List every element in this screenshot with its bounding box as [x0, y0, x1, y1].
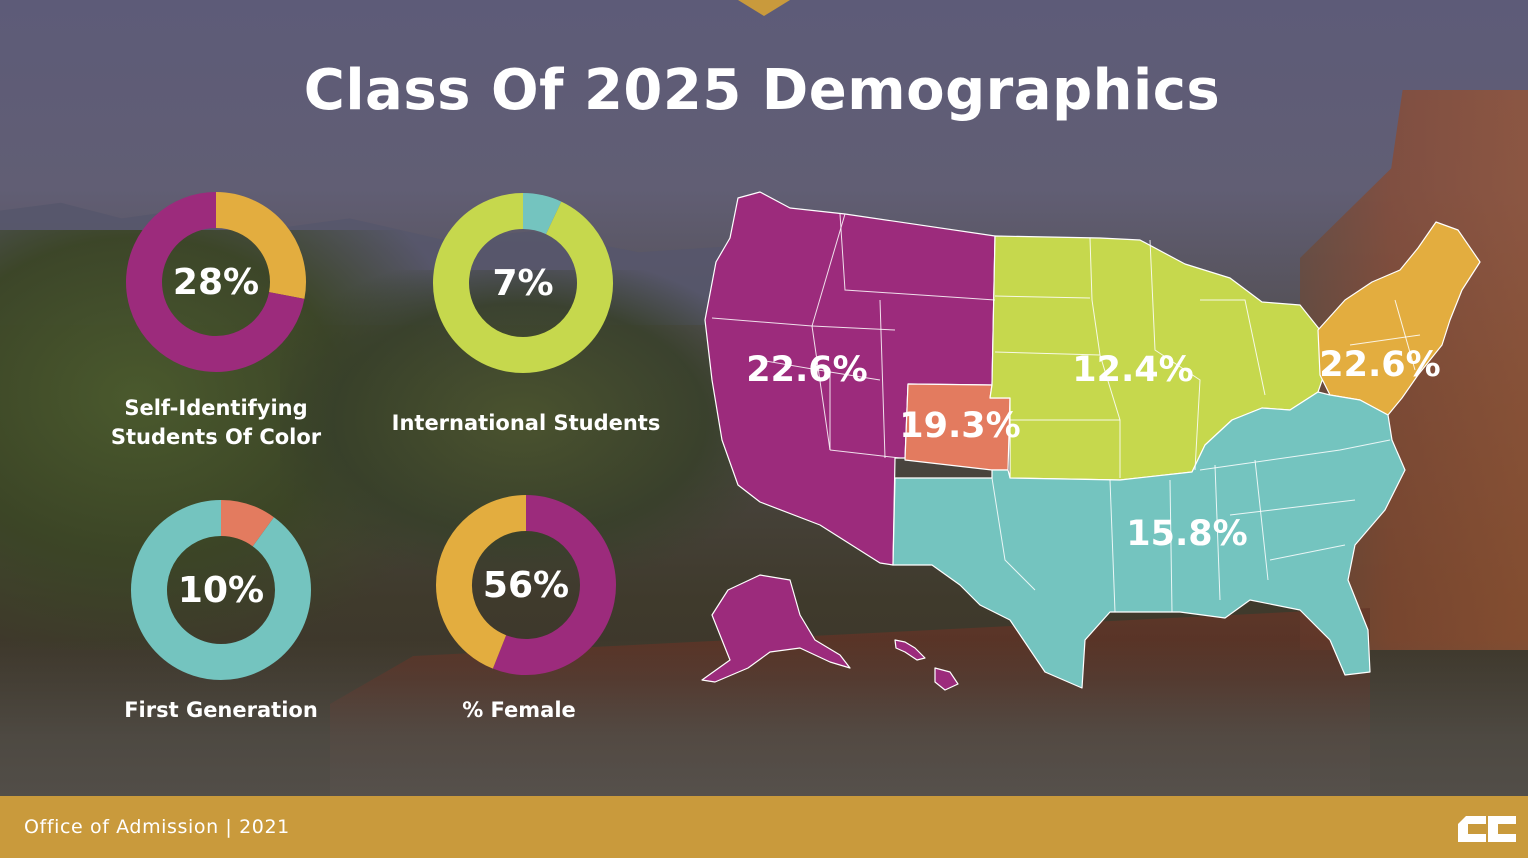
donut-students-of-color-svg — [126, 192, 306, 372]
map-region-northeast — [1317, 221, 1481, 416]
donut-international-students-svg — [433, 193, 613, 373]
donut-first-generation-percent: 10% — [177, 569, 265, 611]
donut-first-generation-label: First Generation — [124, 698, 318, 722]
footer-text: Office of Admission | 2021 — [24, 816, 290, 838]
donut-female-label: % Female — [462, 698, 576, 722]
donut-international-students-slice-1 — [433, 193, 613, 373]
donut-international-students-label: International Students — [391, 411, 661, 435]
donut-first-generation: 10% — [131, 500, 311, 680]
map-label-colorado: 19.3% — [899, 406, 1020, 446]
map-label-midwest: 12.4% — [1072, 350, 1193, 390]
page-title: Class Of 2025 Demographics — [303, 58, 1221, 123]
map-label-northeast: 22.6% — [1319, 345, 1440, 385]
donut-female-slice-0 — [492, 495, 616, 675]
donut-international-students: 7% — [433, 193, 613, 373]
map-region-hawaii-islands — [894, 639, 926, 661]
cc-logo-icon — [1458, 816, 1516, 842]
donut-first-generation-slice-0 — [220, 500, 274, 547]
donut-female-slice-1 — [436, 495, 527, 669]
map-label-west: 22.6% — [746, 350, 867, 390]
donut-international-students-slice-0 — [522, 193, 562, 235]
map-label-south: 15.8% — [1126, 514, 1247, 554]
map-region-alaska — [701, 574, 851, 683]
footer-bar: Office of Admission | 2021 — [0, 796, 1528, 858]
donut-students-of-color-percent: 28% — [172, 261, 260, 303]
donut-first-generation-svg — [131, 500, 311, 680]
donut-students-of-color: 28% — [126, 192, 306, 372]
map-region-west — [704, 191, 996, 566]
donut-international-students-percent: 7% — [492, 262, 554, 304]
map-state-borders — [711, 213, 1421, 613]
donut-female-percent: 56% — [482, 564, 570, 606]
donut-female-svg — [436, 495, 616, 675]
map-region-hawaii — [934, 667, 959, 691]
map-region-south — [892, 391, 1406, 689]
donut-first-generation-slice-1 — [131, 500, 311, 680]
donut-students-of-color-label: Self-Identifying Students Of Color — [110, 396, 322, 449]
donut-students-of-color-slice-0 — [215, 192, 306, 299]
donut-female: 56% — [436, 495, 616, 675]
donut-students-of-color-slice-1 — [126, 192, 305, 372]
